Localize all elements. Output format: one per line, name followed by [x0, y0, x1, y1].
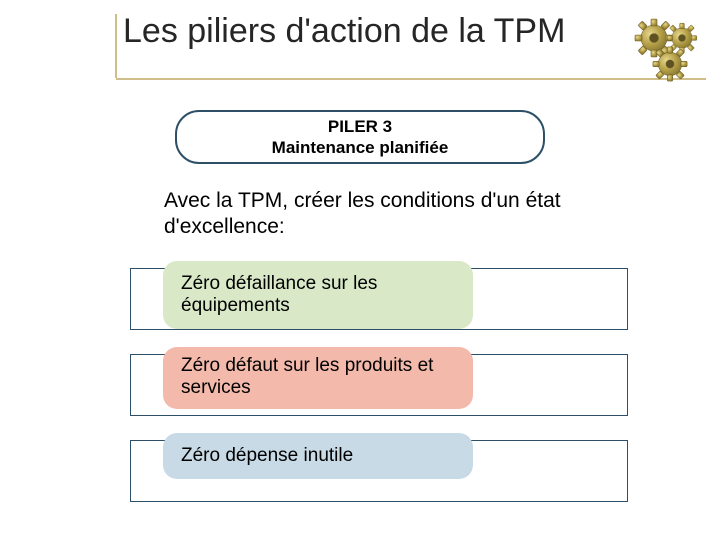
- title-container: Les piliers d'action de la TPM: [115, 14, 705, 78]
- pillar-line1: PILER 3: [177, 116, 543, 137]
- pillar-heading-box: PILER 3 Maintenance planifiée: [175, 110, 545, 164]
- slide: Les piliers d'action de la TPM: [0, 0, 720, 540]
- item-pill-2: Zéro défaut sur les produits et services: [163, 347, 473, 409]
- item-pill-3: Zéro dépense inutile: [163, 433, 473, 479]
- gears-icon: [630, 18, 702, 82]
- pillar-line2: Maintenance planifiée: [177, 137, 543, 158]
- items-list: Zéro défaillance sur les équipements Zér…: [130, 268, 628, 502]
- intro-text: Avec la TPM, créer les conditions d'un é…: [164, 188, 624, 239]
- slide-title: Les piliers d'action de la TPM: [123, 14, 705, 50]
- item-pill-1: Zéro défaillance sur les équipements: [163, 261, 473, 329]
- item-row: Zéro défaillance sur les équipements: [130, 268, 628, 330]
- item-row: Zéro défaut sur les produits et services: [130, 354, 628, 416]
- title-underline: [116, 78, 706, 80]
- item-row: Zéro dépense inutile: [130, 440, 628, 502]
